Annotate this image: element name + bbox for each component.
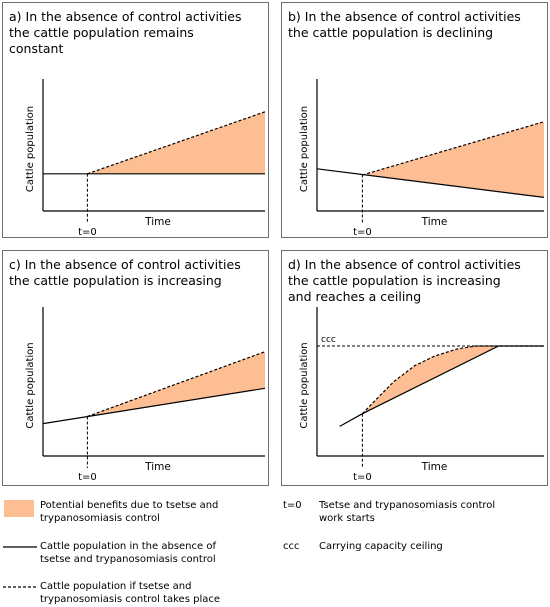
- chart-d: Cattle population Time t=0 ccc: [299, 307, 544, 483]
- x-axis-label: Time: [421, 216, 448, 228]
- y-axis-label: Cattle population: [299, 342, 310, 428]
- panel-c: c) In the absence of control activities …: [2, 250, 269, 486]
- panel-title: c) In the absence of control activities …: [9, 257, 241, 288]
- panel-title: a) In the absence of control activities …: [9, 9, 242, 56]
- legend-t0-key: t=0: [283, 500, 302, 511]
- panel-title: d) In the absence of control activities …: [288, 257, 521, 304]
- panel-d: d) In the absence of control activities …: [281, 250, 548, 486]
- series-with-control: [362, 121, 545, 176]
- t0-label: t=0: [78, 472, 97, 483]
- y-axis-label: Cattle population: [299, 106, 310, 192]
- legend-t0-text: Tsetse and trypanosomiasis control work …: [319, 500, 496, 524]
- t0-label: t=0: [353, 472, 372, 483]
- t0-label: t=0: [353, 227, 372, 238]
- series-with-control: [361, 345, 544, 415]
- benefit-area: [87, 111, 266, 174]
- benefit-area: [362, 121, 544, 198]
- y-axis-label: Cattle population: [25, 342, 36, 428]
- panel-a: a) In the absence of control activities …: [2, 2, 269, 238]
- legend-dashed-text: Cattle population if tsetse and trypanos…: [40, 581, 221, 605]
- series-with-control: [87, 351, 266, 418]
- legend-solid-text: Cattle population in the absence of tset…: [40, 541, 216, 565]
- legend-ccc-text: Carrying capacity ceiling: [319, 541, 443, 552]
- legend-benefits-text: Potential benefits due to tsetse and try…: [40, 500, 219, 524]
- ccc-label: ccc: [321, 335, 336, 345]
- chart-a: Cattle population Time t=0: [25, 79, 266, 238]
- x-axis-label: Time: [144, 216, 171, 228]
- x-axis-label: Time: [144, 461, 171, 473]
- series-without-control: [42, 387, 266, 425]
- t0-label: t=0: [78, 227, 97, 238]
- y-axis-label: Cattle population: [25, 106, 36, 192]
- legend-dashed-line: [3, 586, 37, 588]
- chart-b: Cattle population Time t=0: [299, 79, 545, 238]
- benefit-area: [362, 346, 544, 414]
- x-axis-label: Time: [421, 461, 448, 473]
- panel-b: b) In the absence of control activities …: [281, 2, 548, 238]
- legend-ccc-key: ccc: [283, 541, 300, 552]
- series-without-control: [316, 168, 545, 198]
- legend-swatch-benefits: [4, 500, 34, 517]
- legend-solid-line: [3, 546, 37, 548]
- panel-title: b) In the absence of control activities …: [288, 9, 521, 40]
- chart-c: Cattle population Time t=0: [25, 307, 266, 483]
- series-with-control: [87, 111, 266, 175]
